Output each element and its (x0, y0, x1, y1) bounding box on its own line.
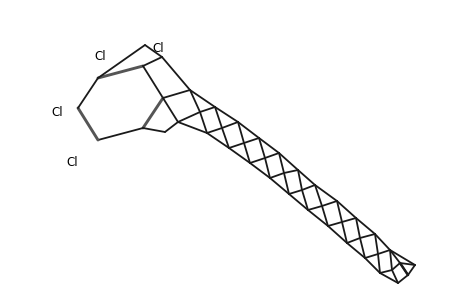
Text: Cl: Cl (94, 50, 106, 64)
Text: Cl: Cl (51, 106, 63, 119)
Text: Cl: Cl (66, 157, 78, 169)
Text: Cl: Cl (152, 41, 163, 55)
